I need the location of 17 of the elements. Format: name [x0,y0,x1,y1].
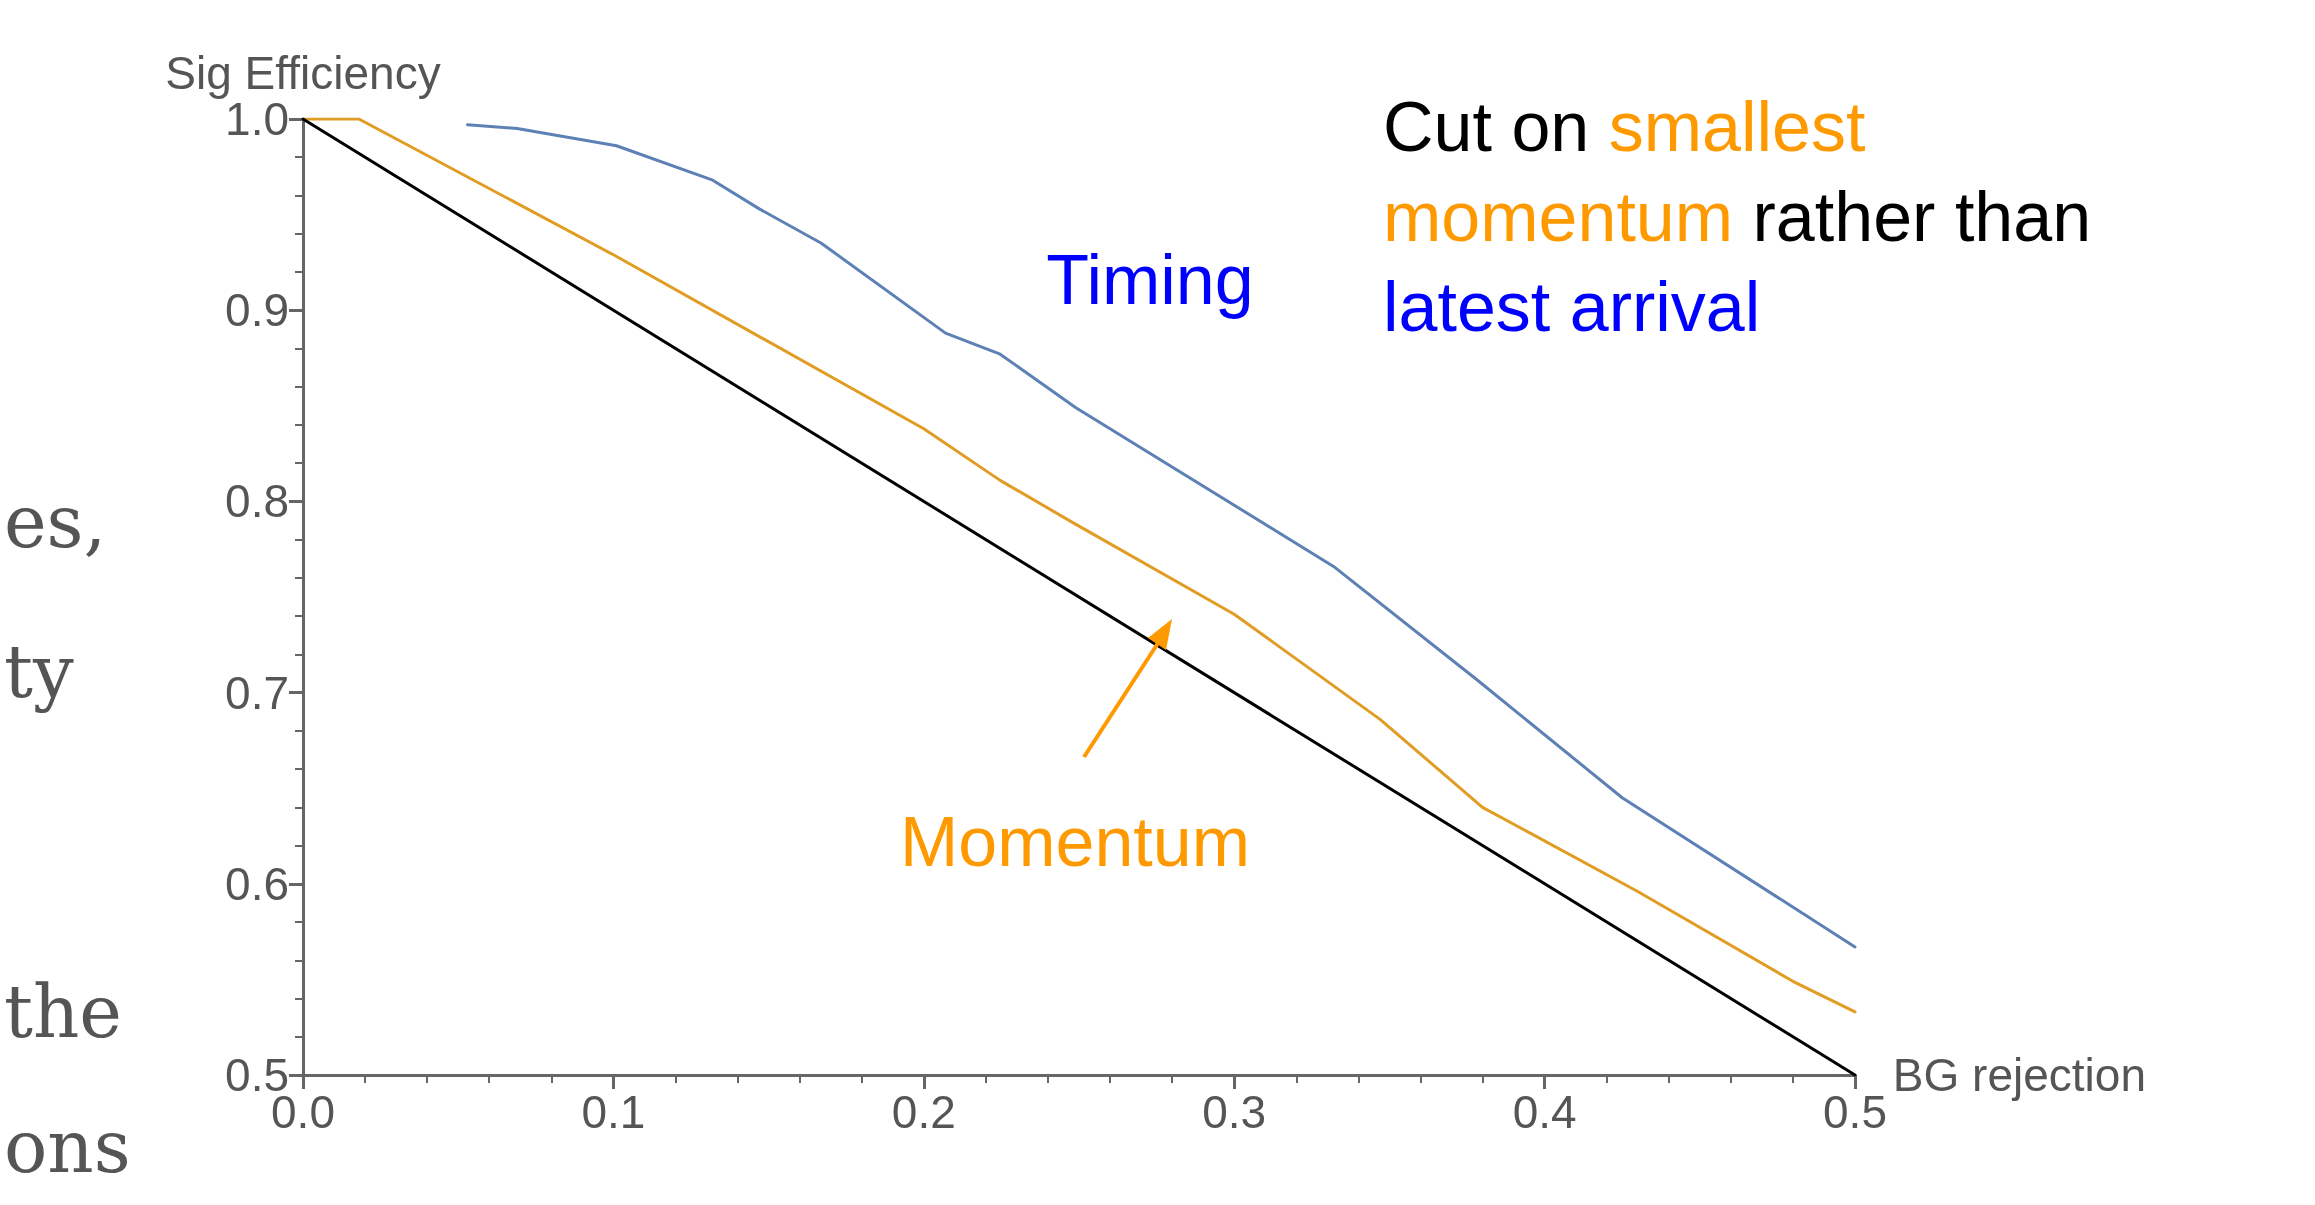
x-tick-label: 0.1 [581,1086,646,1138]
x-tick-label: 0.5 [1823,1086,1887,1138]
y-tick-label: 0.9 [225,284,289,337]
x-tick-label: 0.3 [1202,1086,1267,1138]
text: Cut on smallest momentum rather than latest arrival [1383,88,2092,346]
y-tick-label: 0.6 [225,857,289,910]
text: ty [4,630,74,714]
x-tick-label: 0.4 [1512,1086,1577,1138]
y-tick-label: 0.7 [225,666,289,719]
y-tick-label: 0.8 [225,475,289,528]
text: ons [4,1105,131,1189]
text: Momentum [899,802,1251,882]
x-tick-label: 0.2 [891,1086,956,1138]
text: es, [4,480,107,564]
x-axis-title: BG rejection [1892,1049,2146,1101]
text: the [4,970,122,1054]
series-label: Timing [1046,240,1254,320]
